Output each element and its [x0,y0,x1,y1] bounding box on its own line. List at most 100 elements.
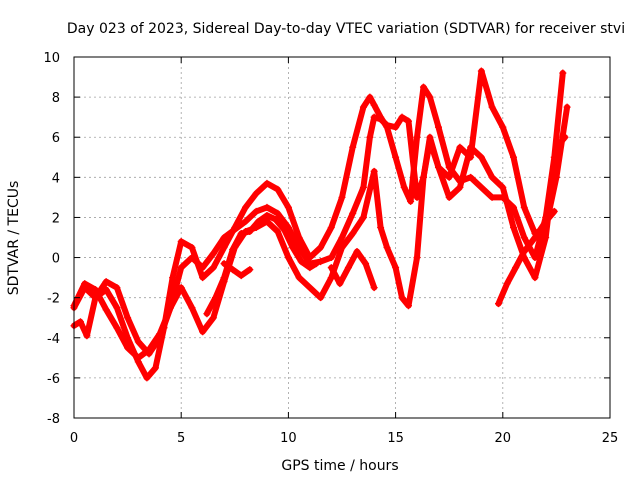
data-point-marker [377,115,385,123]
data-point-marker [199,264,207,272]
data-point-marker [495,300,503,308]
data-point-marker [467,153,475,161]
data-point-marker [306,264,314,272]
data-point-marker [336,280,344,288]
data-point-marker [499,123,507,131]
data-point-marker [327,254,335,262]
data-point-marker [312,260,320,268]
data-point-marker [542,234,550,241]
y-tick-label: 6 [52,131,60,146]
data-point-marker [404,302,412,310]
data-point-marker [177,238,185,246]
plot-frame [73,56,611,419]
data-point-marker [338,244,346,252]
data-point-marker [317,294,325,302]
data-point-marker [169,274,177,282]
data-point-marker [392,123,400,131]
data-point-marker [370,113,378,121]
data-point-marker [370,101,378,109]
data-point-marker [563,103,571,111]
data-point-marker [237,229,245,237]
data-point-marker [520,203,528,211]
x-tick-label: 0 [70,431,78,446]
data-point-marker [295,274,303,282]
axis-ticks: 0 5 10 15 20 25 -8 -6 -4 -2 0 2 4 6 8 10 [43,51,618,446]
data-point-marker [407,197,415,205]
data-point-marker [362,260,370,268]
data-point-marker [76,318,84,326]
data-point-marker [209,264,217,272]
series-line-track-4 [203,212,320,317]
data-point-marker [359,103,367,111]
data-point-marker [426,93,434,101]
data-point-marker [263,203,271,211]
data-point-marker [477,67,485,75]
data-point-marker [220,234,228,241]
data-point-marker [338,234,346,241]
data-point-marker [229,266,237,274]
data-point-marker [242,203,250,211]
data-point-marker [134,354,142,362]
data-point-marker [188,244,196,252]
data-point-marker [499,183,507,191]
data-point-marker [280,225,288,233]
data-point-marker [203,310,211,318]
y-tick-label: -2 [47,292,60,307]
data-point-marker [338,193,346,201]
data-point-marker [83,332,91,340]
data-point-marker [413,254,421,262]
data-point-marker [284,203,292,211]
data-point-marker [366,133,374,141]
series-line-track-6 [328,248,378,291]
data-point-marker [274,209,282,217]
data-point-marker [246,266,254,274]
data-point-marker [477,153,485,161]
data-point-marker [392,264,400,272]
data-point-marker [392,153,400,161]
data-point-marker [113,324,121,332]
x-tick-label: 20 [495,431,512,446]
y-tick-label: -8 [47,412,60,427]
y-tick-label: 0 [52,252,60,267]
data-point-marker [404,117,412,125]
data-point-marker [370,284,378,292]
data-point-marker [488,173,496,181]
data-point-marker [212,294,220,302]
data-point-marker [188,254,196,262]
data-point-marker [263,211,271,219]
data-point-marker [456,183,464,191]
data-point-marker [237,272,245,280]
x-axis-label: GPS time / hours [281,458,398,474]
data-point-marker [242,217,250,225]
data-point-marker [199,328,207,336]
data-point-marker [359,213,367,221]
data-point-marker [145,346,153,354]
data-point-marker [467,173,475,181]
data-point-marker [199,274,207,282]
y-tick-label: -4 [47,332,60,347]
series-line-track-1 [71,70,566,381]
data-point-marker [220,274,228,282]
data-point-marker [209,250,217,258]
x-tick-label: 10 [280,431,297,446]
data-point-marker [317,244,325,252]
data-point-marker [550,207,558,215]
data-point-marker [252,189,260,197]
data-point-marker [419,173,427,181]
data-point-marker [349,209,357,217]
data-point-marker [295,244,303,252]
x-tick-label: 15 [387,431,404,446]
data-point-marker [220,260,228,268]
data-point-marker [413,133,421,141]
data-point-marker [134,338,142,346]
data-point-marker [426,133,434,141]
x-tick-label: 5 [177,431,185,446]
data-point-marker [102,306,110,314]
data-point-marker [503,280,511,288]
y-axis-label: SDTVAR / TECUs [6,181,22,296]
data-point-marker [353,248,361,256]
data-point-marker [229,246,237,254]
data-point-marker [419,83,427,91]
data-point-marker [124,314,132,322]
data-point-marker [359,183,367,191]
